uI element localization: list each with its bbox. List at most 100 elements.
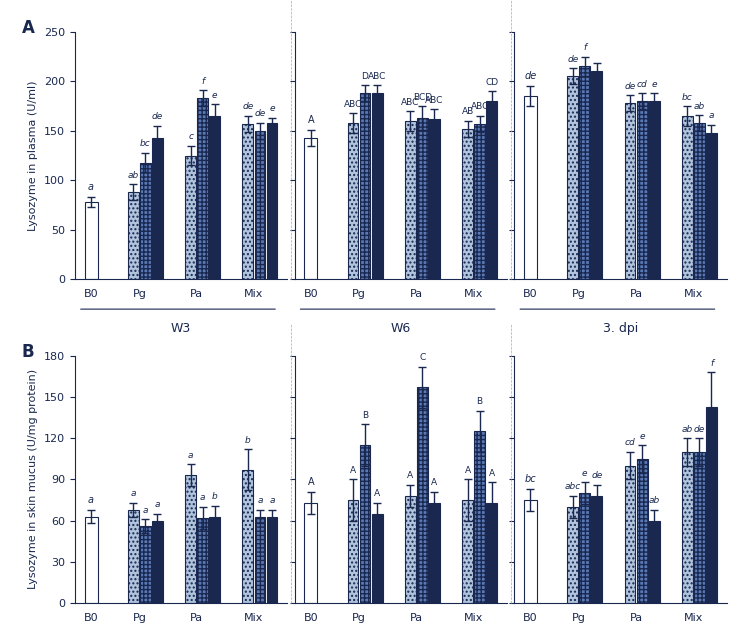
Text: de: de: [242, 102, 253, 112]
Bar: [348, 500, 359, 603]
Text: de: de: [625, 82, 636, 91]
Text: e: e: [212, 91, 217, 100]
Bar: [567, 507, 578, 603]
Bar: [637, 458, 647, 603]
Bar: [209, 517, 220, 603]
Text: e: e: [652, 80, 657, 89]
Text: de: de: [524, 71, 536, 81]
Bar: [152, 138, 163, 279]
Text: 3. dpi: 3. dpi: [603, 321, 638, 335]
Text: f: f: [583, 43, 586, 52]
Bar: [682, 452, 693, 603]
Bar: [637, 101, 647, 279]
Text: b: b: [212, 492, 218, 501]
Text: ab: ab: [682, 425, 693, 434]
Text: a: a: [188, 451, 193, 460]
Bar: [429, 503, 440, 603]
Bar: [267, 123, 277, 279]
Text: A: A: [350, 466, 356, 475]
Bar: [462, 129, 473, 279]
Text: c: c: [188, 132, 193, 141]
Bar: [128, 192, 139, 279]
Text: bc: bc: [682, 93, 693, 102]
Text: a: a: [88, 182, 94, 192]
Text: B: B: [22, 343, 34, 361]
Bar: [694, 123, 705, 279]
Text: A: A: [407, 471, 413, 481]
Text: ABC: ABC: [425, 95, 443, 105]
Text: A: A: [374, 490, 380, 498]
Bar: [255, 131, 265, 279]
Text: a: a: [130, 490, 136, 498]
Bar: [243, 124, 253, 279]
Bar: [140, 526, 151, 603]
Bar: [304, 503, 318, 603]
Text: A: A: [307, 115, 314, 125]
Bar: [417, 387, 428, 603]
Bar: [405, 496, 416, 603]
Text: cd: cd: [625, 438, 635, 448]
Text: ABC: ABC: [344, 100, 363, 109]
Bar: [474, 431, 485, 603]
Bar: [372, 93, 383, 279]
Bar: [474, 124, 485, 279]
Bar: [140, 163, 151, 279]
Text: e: e: [270, 105, 275, 114]
Bar: [579, 493, 590, 603]
Y-axis label: Lysozyme in skin mucus (U/mg protein): Lysozyme in skin mucus (U/mg protein): [28, 370, 38, 589]
Bar: [579, 67, 590, 279]
Text: A: A: [307, 477, 314, 487]
Bar: [592, 496, 602, 603]
Text: ab: ab: [649, 496, 660, 505]
Bar: [360, 93, 371, 279]
Text: cd: cd: [637, 80, 647, 89]
Text: a: a: [142, 506, 148, 515]
Text: a: a: [270, 496, 275, 505]
Text: A: A: [22, 20, 34, 37]
Bar: [197, 98, 208, 279]
Bar: [486, 101, 497, 279]
Bar: [625, 103, 635, 279]
Bar: [85, 517, 97, 603]
Bar: [85, 202, 97, 279]
Text: de: de: [152, 112, 163, 121]
Text: f: f: [201, 77, 204, 86]
Bar: [405, 121, 416, 279]
Bar: [185, 475, 196, 603]
Text: B: B: [362, 411, 368, 420]
Bar: [185, 156, 196, 279]
Text: e: e: [640, 432, 645, 441]
Bar: [255, 517, 265, 603]
Text: A: A: [488, 469, 495, 478]
Bar: [209, 116, 220, 279]
Bar: [694, 452, 705, 603]
Bar: [152, 521, 163, 603]
Bar: [486, 503, 497, 603]
Bar: [267, 517, 277, 603]
Bar: [706, 406, 717, 603]
Text: ABC: ABC: [470, 102, 489, 112]
Text: ABC: ABC: [368, 72, 386, 81]
Text: AB: AB: [461, 107, 473, 116]
Text: ABC: ABC: [401, 98, 419, 107]
Text: de: de: [591, 471, 602, 481]
Bar: [429, 119, 440, 279]
Y-axis label: Lysozyme in plasma (U/ml): Lysozyme in plasma (U/ml): [28, 80, 38, 231]
Text: a: a: [88, 495, 94, 505]
Bar: [567, 76, 578, 279]
Text: B: B: [476, 397, 483, 406]
Bar: [706, 133, 717, 279]
Bar: [372, 514, 383, 603]
Text: de: de: [694, 425, 705, 434]
Text: ab: ab: [694, 102, 705, 110]
Bar: [524, 96, 537, 279]
Bar: [128, 510, 139, 603]
Text: b: b: [245, 436, 251, 444]
Text: f: f: [710, 359, 713, 368]
Text: C: C: [419, 353, 425, 362]
Text: de: de: [567, 55, 578, 64]
Text: CD: CD: [485, 77, 498, 87]
Text: A: A: [464, 466, 470, 475]
Text: D: D: [362, 72, 369, 81]
Bar: [348, 123, 359, 279]
